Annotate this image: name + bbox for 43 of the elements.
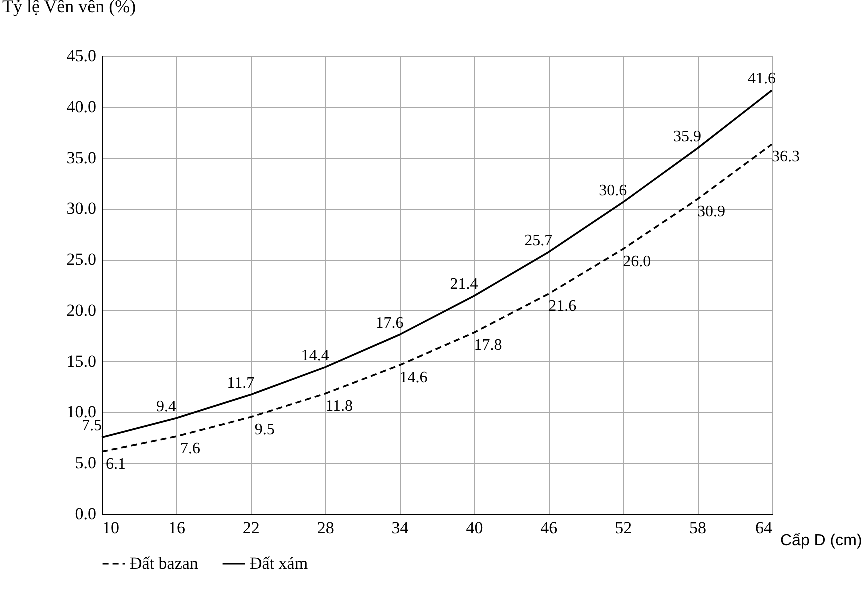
x-axis-title: Cấp D (cm) (780, 532, 862, 550)
x-tick-label: 22 (242, 518, 260, 538)
y-tick-label: 5.0 (75, 454, 96, 473)
data-label: 14.6 (400, 369, 428, 386)
y-axis-title: Tỷ lệ Vên vên (%) (2, 0, 136, 16)
x-tick-label: 28 (317, 518, 334, 538)
y-tick-label: 20.0 (66, 300, 96, 320)
y-tick-label: 30.0 (66, 199, 96, 218)
data-label: 35.9 (674, 128, 702, 146)
data-label: 17.8 (474, 336, 502, 354)
data-label: 25.7 (524, 232, 553, 250)
data-label: 7.5 (82, 418, 102, 435)
data-label: 6.1 (106, 456, 126, 473)
y-tick-label: 40.0 (66, 97, 96, 116)
data-label: 9.4 (156, 398, 176, 416)
x-tick-label: 64 (756, 518, 773, 538)
y-tick-label: 15.0 (66, 352, 96, 371)
data-label: 7.6 (180, 440, 200, 458)
y-tick-label: 25.0 (66, 250, 96, 270)
x-tick-label: 40 (466, 518, 484, 538)
x-tick-label: 34 (392, 518, 410, 538)
data-label: 21.4 (450, 276, 478, 294)
x-tick-label: 16 (168, 518, 186, 538)
data-label: 30.6 (599, 182, 628, 200)
data-label: 21.6 (548, 298, 577, 316)
legend-label: Đất bazan (130, 554, 199, 573)
x-tick-label: 52 (615, 518, 632, 538)
y-tick-label: 0.0 (75, 504, 96, 524)
data-label: 14.4 (301, 347, 330, 364)
x-tick-label: 10 (102, 518, 120, 538)
legend-label: Đất xám (250, 554, 308, 573)
data-label: 41.6 (748, 70, 776, 88)
x-tick-label: 58 (690, 518, 707, 538)
x-tick-label: 46 (540, 518, 558, 538)
data-label: 11.8 (326, 398, 354, 415)
data-label: 11.7 (227, 374, 255, 392)
data-label: 9.5 (254, 421, 275, 438)
data-label: 17.6 (376, 314, 404, 332)
y-tick-label: 35.0 (66, 148, 96, 168)
data-label: 30.9 (698, 204, 726, 221)
data-label: 26.0 (623, 253, 652, 270)
y-tick-label: 45.0 (66, 46, 96, 66)
data-label: 36.3 (772, 148, 800, 166)
